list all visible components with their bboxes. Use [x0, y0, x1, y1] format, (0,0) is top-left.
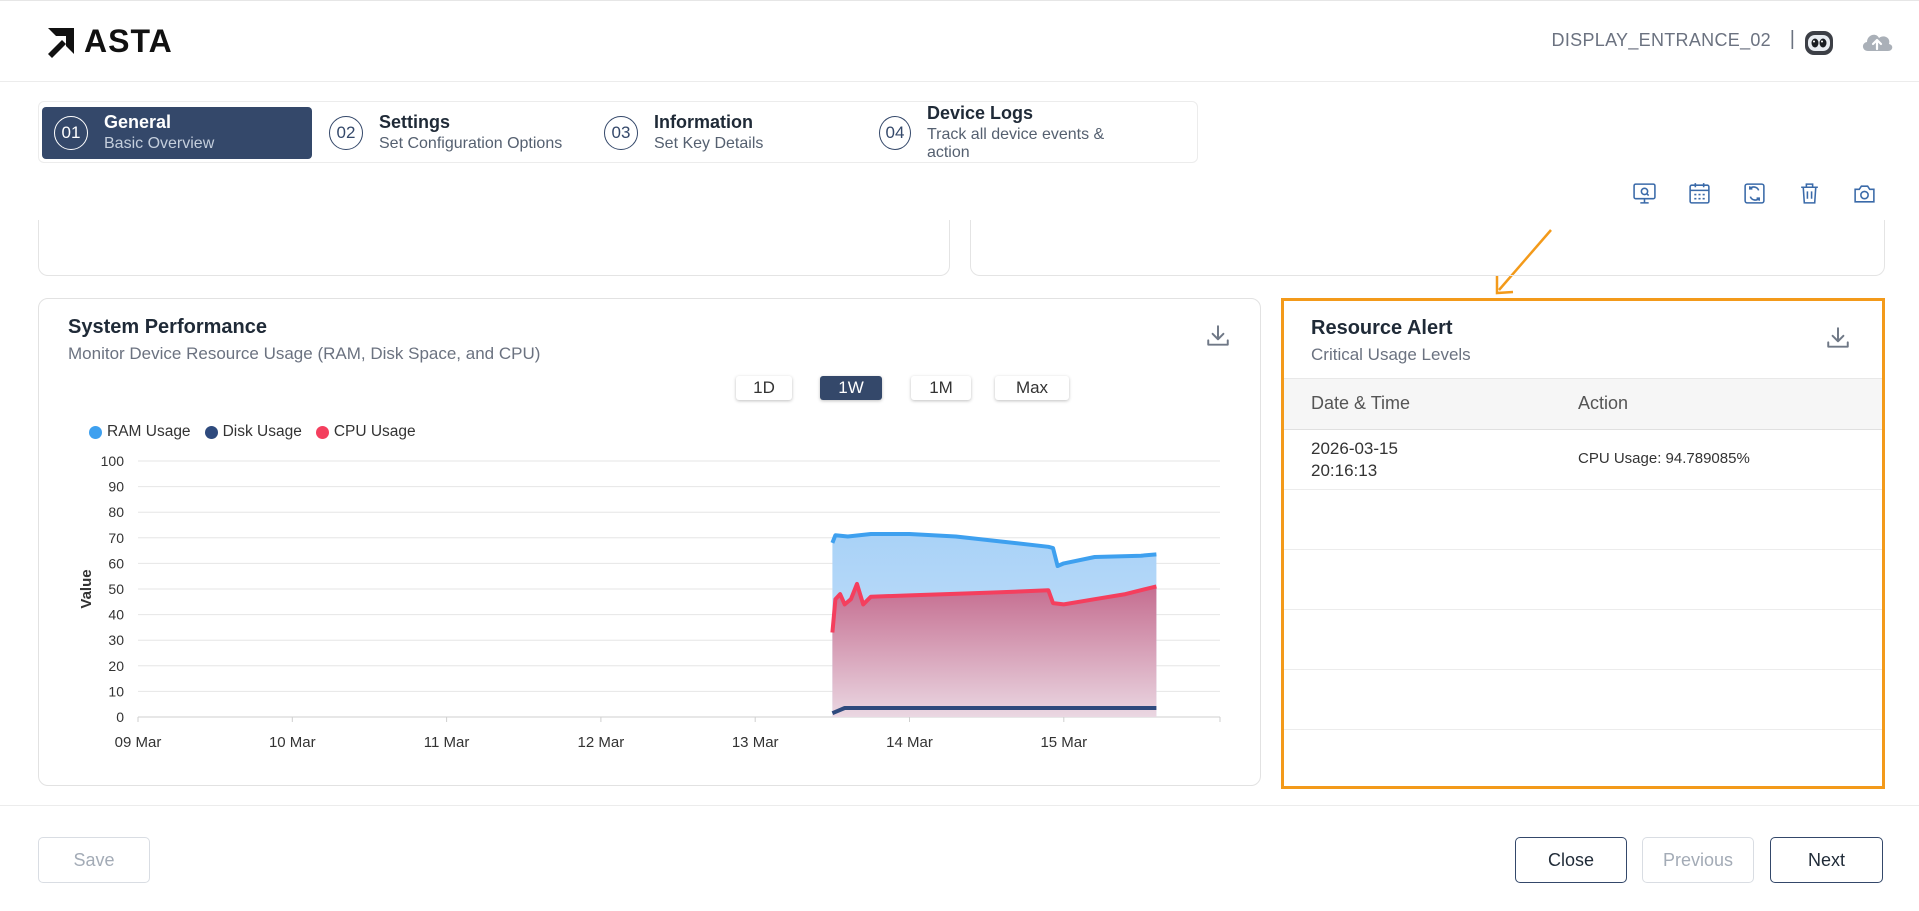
- step-number: 04: [879, 116, 911, 150]
- card-title: System Performance: [68, 316, 267, 338]
- brand-logo[interactable]: ASTA: [44, 23, 173, 60]
- y-tick-label: 50: [108, 581, 124, 597]
- range-max-button[interactable]: Max: [995, 376, 1069, 400]
- step-general[interactable]: 01 General Basic Overview: [42, 107, 312, 159]
- alert-table: Date & Time Action 2026-03-15 20:16:13 C…: [1284, 378, 1882, 789]
- ram-usage-line: [830, 532, 1157, 568]
- close-button[interactable]: Close: [1515, 837, 1627, 883]
- y-tick-label: 40: [108, 607, 124, 623]
- table-row: [1284, 490, 1882, 550]
- table-row: [1284, 730, 1882, 789]
- table-row: [1284, 550, 1882, 610]
- step-information[interactable]: 03 Information Set Key Details: [592, 107, 862, 159]
- y-tick-label: 80: [108, 504, 124, 520]
- chart-legend: RAM Usage Disk Usage CPU Usage: [89, 423, 416, 441]
- step-number: 01: [54, 116, 88, 150]
- cpu-usage-area: [832, 583, 1157, 717]
- device-name: DISPLAY_ENTRANCE_02: [1551, 30, 1771, 50]
- alert-date: 2026-03-15: [1311, 439, 1398, 458]
- y-tick-label: 60: [108, 555, 124, 571]
- performance-chart: 0 10 20 30 40 50 60 70 80 90 100 09 Mar 10 Mar 11 Mar…: [78, 453, 1221, 751]
- step-number: 02: [329, 116, 363, 150]
- x-tick-label: 15 Mar: [1040, 734, 1087, 751]
- legend-disk[interactable]: Disk Usage: [204, 423, 302, 441]
- camera-icon[interactable]: [1852, 181, 1877, 206]
- y-axis-label: Value: [78, 569, 95, 608]
- x-tick-label: 11 Mar: [424, 734, 470, 751]
- column-header-datetime: Date & Time: [1311, 393, 1411, 413]
- system-performance-card: System Performance Monitor Device Resour…: [38, 298, 1261, 786]
- step-device-logs[interactable]: 04 Device Logs Track all device events &…: [867, 103, 1137, 161]
- legend-ram-dot: [89, 425, 102, 439]
- previous-button[interactable]: Previous: [1642, 837, 1754, 883]
- y-tick-label: 0: [116, 709, 124, 725]
- alert-action: CPU Usage: 94.789085%: [1578, 450, 1750, 467]
- step-subtitle: Track all device events & action: [926, 125, 1105, 162]
- next-button[interactable]: Next: [1770, 837, 1883, 883]
- step-navigation: 01 General Basic Overview 02 Settings Se…: [38, 101, 1198, 163]
- y-tick-label: 70: [108, 530, 124, 546]
- x-tick-label: 10 Mar: [269, 734, 316, 751]
- table-row: [1284, 670, 1882, 730]
- step-settings[interactable]: 02 Settings Set Configuration Options: [317, 107, 587, 159]
- refresh-icon[interactable]: [1742, 181, 1767, 206]
- disk-usage-line: [831, 706, 1157, 716]
- range-1d-button[interactable]: 1D: [736, 376, 792, 400]
- legend-ram[interactable]: RAM Usage: [89, 423, 191, 441]
- step-title: General: [104, 112, 172, 133]
- x-tick-label: 09 Mar: [115, 734, 162, 751]
- trash-icon[interactable]: [1797, 181, 1822, 206]
- robot-avatar-icon[interactable]: [1803, 27, 1835, 57]
- download-icon[interactable]: [1825, 325, 1851, 351]
- step-subtitle: Set Key Details: [654, 135, 764, 153]
- legend-cpu-dot: [315, 425, 329, 439]
- legend-ram-label: RAM Usage: [107, 423, 191, 440]
- step-subtitle: Basic Overview: [104, 135, 215, 153]
- card-subtitle: Monitor Device Resource Usage (RAM, Disk…: [68, 344, 541, 363]
- cpu-usage-line: [830, 581, 1157, 633]
- footer-divider: [0, 805, 1919, 806]
- alert-time: 20:16:13: [1311, 461, 1378, 481]
- header-separator: |: [1789, 28, 1795, 50]
- card-title: Resource Alert: [1311, 317, 1453, 339]
- x-tick-label: 13 Mar: [732, 734, 779, 751]
- y-tick-label: 10: [108, 683, 124, 699]
- y-tick-label: 100: [101, 453, 125, 469]
- device-toolbar: [1632, 181, 1877, 206]
- y-tick-label: 90: [108, 479, 124, 495]
- step-title: Settings: [379, 112, 451, 133]
- overview-card-right: [970, 220, 1885, 276]
- step-subtitle: Set Configuration Options: [379, 135, 563, 153]
- y-tick-label: 30: [108, 632, 124, 648]
- overview-card-left: [38, 220, 950, 276]
- step-title: Device Logs: [926, 103, 1033, 124]
- legend-cpu-label: CPU Usage: [333, 423, 416, 440]
- table-row[interactable]: 2026-03-15 20:16:13 CPU Usage: 94.789085…: [1284, 430, 1882, 490]
- brand-name: ASTA: [84, 23, 173, 59]
- monitor-search-icon[interactable]: [1632, 181, 1657, 206]
- logo-icon: [48, 27, 74, 58]
- table-row: [1284, 610, 1882, 670]
- resource-alert-card: Resource Alert Critical Usage Levels Dat…: [1281, 298, 1885, 789]
- y-tick-label: 20: [108, 658, 124, 674]
- step-title: Information: [654, 112, 753, 133]
- cloud-upload-icon[interactable]: [1859, 27, 1895, 57]
- legend-disk-dot: [204, 425, 218, 439]
- x-tick-label: 12 Mar: [578, 734, 625, 751]
- legend-disk-label: Disk Usage: [222, 423, 302, 440]
- calendar-icon[interactable]: [1687, 181, 1712, 206]
- step-number: 03: [604, 116, 638, 150]
- range-1m-button[interactable]: 1M: [911, 376, 971, 400]
- card-subtitle: Critical Usage Levels: [1311, 345, 1471, 364]
- x-tick-label: 14 Mar: [886, 734, 933, 751]
- column-header-action: Action: [1578, 393, 1629, 413]
- download-icon[interactable]: [1205, 323, 1231, 349]
- range-1w-button[interactable]: 1W: [820, 376, 882, 400]
- legend-cpu[interactable]: CPU Usage: [315, 423, 416, 441]
- alert-datetime: 2026-03-15 20:16:13: [1311, 438, 1398, 482]
- app-header: ASTA DISPLAY_ENTRANCE_02 |: [0, 0, 1919, 82]
- save-button[interactable]: Save: [38, 837, 150, 883]
- highlight-arrow: [1495, 229, 1552, 295]
- table-header: Date & Time Action: [1284, 378, 1882, 430]
